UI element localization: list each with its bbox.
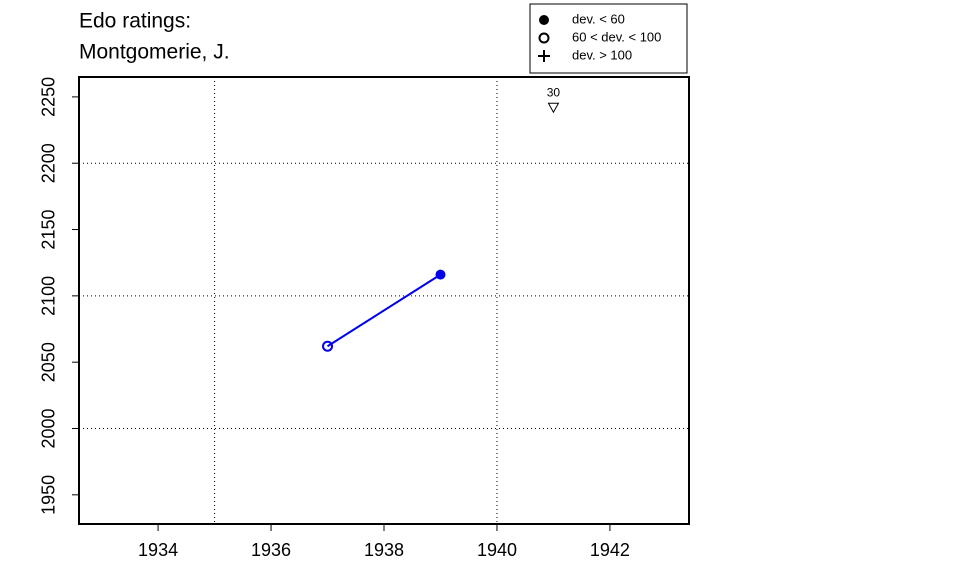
y-tick-label: 2150 bbox=[39, 210, 59, 250]
chart-title: Edo ratings: bbox=[79, 10, 191, 33]
y-tick-label: 2050 bbox=[39, 342, 59, 382]
legend-symbol bbox=[538, 32, 550, 44]
y-tick-label: 2100 bbox=[39, 276, 59, 316]
legend-label: dev. < 60 bbox=[572, 11, 625, 26]
y-tick-label: 2200 bbox=[39, 143, 59, 183]
legend-label: dev. > 100 bbox=[572, 47, 632, 62]
legend-box bbox=[529, 3, 688, 74]
x-tick-label: 1942 bbox=[590, 540, 630, 560]
y-tick-label: 2250 bbox=[39, 77, 59, 117]
chart-title: Montgomerie, J. bbox=[79, 41, 230, 64]
annotation-marker bbox=[547, 102, 560, 114]
series-line bbox=[326, 273, 442, 348]
annotation-label: 30 bbox=[547, 85, 561, 99]
legend-symbol bbox=[538, 50, 550, 62]
x-tick-label: 1936 bbox=[251, 540, 291, 560]
x-tick-label: 1938 bbox=[364, 540, 404, 560]
data-point bbox=[435, 269, 446, 280]
legend-label: 60 < dev. < 100 bbox=[572, 29, 661, 44]
data-point bbox=[322, 340, 334, 352]
plot-frame bbox=[78, 76, 690, 525]
x-tick-label: 1940 bbox=[477, 540, 517, 560]
y-tick-label: 2000 bbox=[39, 408, 59, 448]
y-tick-label: 1950 bbox=[39, 475, 59, 515]
legend-symbol bbox=[539, 15, 549, 25]
x-tick-label: 1934 bbox=[138, 540, 178, 560]
